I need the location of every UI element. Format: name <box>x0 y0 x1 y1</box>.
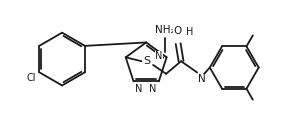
Text: S: S <box>144 56 151 66</box>
Text: N: N <box>150 84 157 94</box>
Text: N: N <box>155 51 163 61</box>
Text: Cl: Cl <box>27 73 36 83</box>
Text: NH₂: NH₂ <box>155 25 174 35</box>
Text: N: N <box>198 74 206 84</box>
Text: H: H <box>186 27 193 37</box>
Text: O: O <box>173 26 181 36</box>
Text: N: N <box>135 84 143 94</box>
